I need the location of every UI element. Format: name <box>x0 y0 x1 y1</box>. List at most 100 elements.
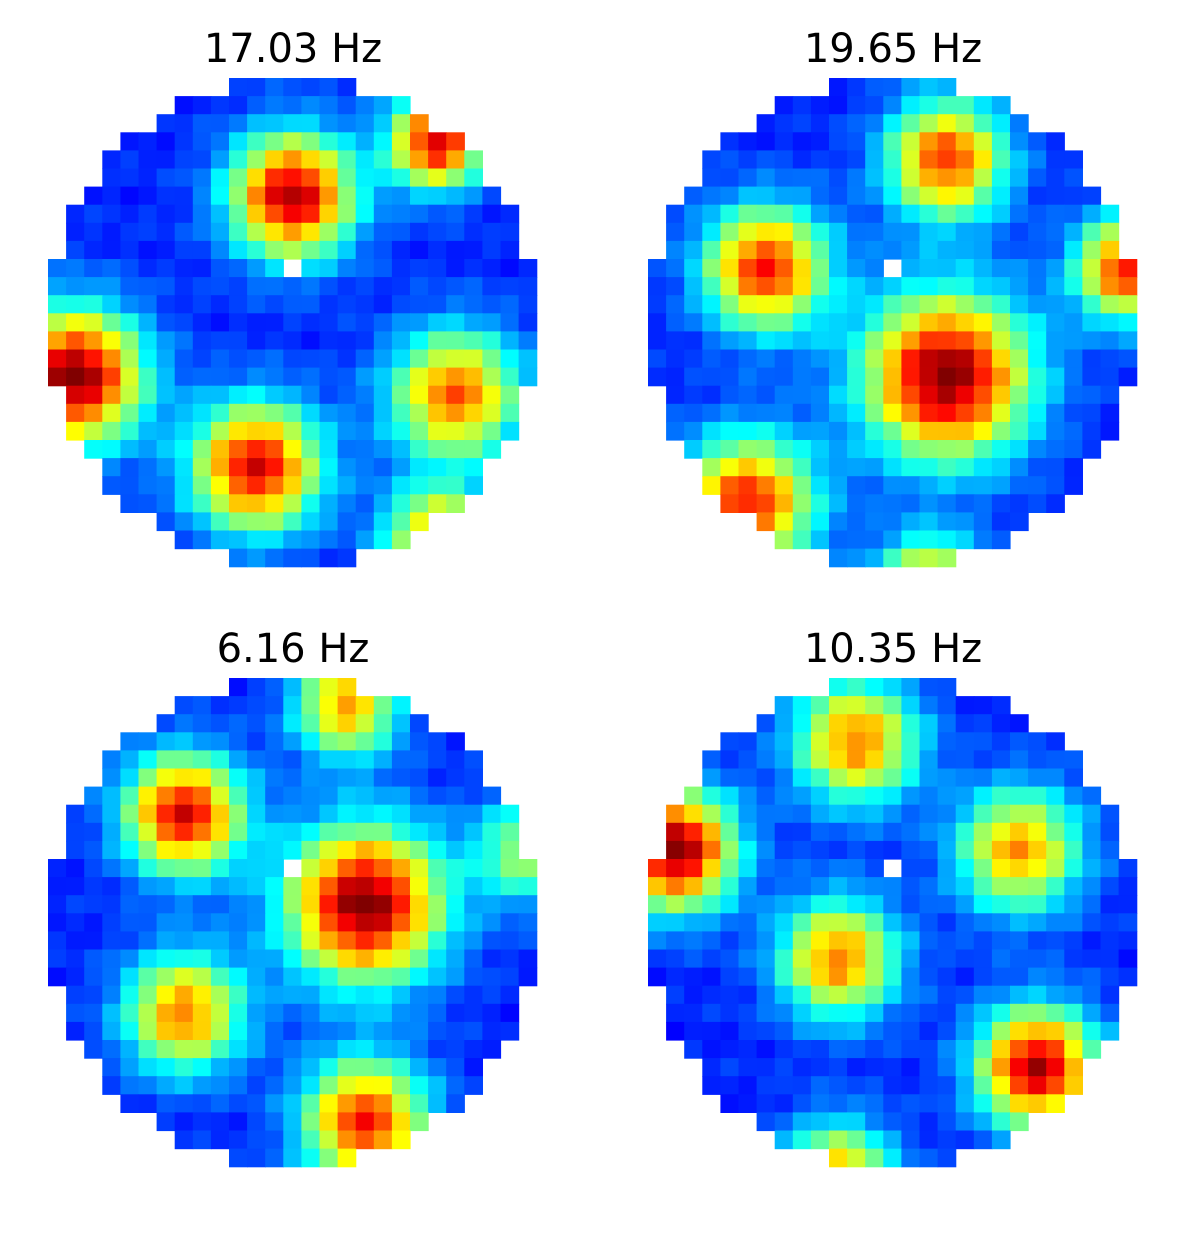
heatmap-cell <box>774 732 794 751</box>
heatmap-cell <box>391 1076 411 1095</box>
heatmap-cell <box>373 1003 393 1023</box>
heatmap-cell <box>810 240 830 260</box>
heatmap-cell <box>410 259 429 278</box>
heatmap-cell <box>192 931 212 951</box>
heatmap-cell <box>120 222 140 242</box>
heatmap-cell <box>464 385 483 405</box>
heatmap-cell <box>666 822 685 842</box>
heatmap-cell <box>666 840 685 860</box>
heatmap-cell <box>919 240 939 260</box>
heatmap-cell <box>174 1003 194 1023</box>
heatmap-cell <box>247 1094 266 1113</box>
heatmap-cell <box>738 1058 758 1077</box>
heatmap-cell <box>138 840 158 860</box>
heatmap-cell <box>247 240 266 260</box>
heatmap-cell <box>792 331 812 351</box>
heatmap-cell <box>283 403 302 423</box>
heatmap-cell <box>810 476 830 495</box>
heatmap-cell <box>229 222 248 242</box>
heatmap-cell <box>373 259 393 278</box>
heatmap-cell <box>283 732 302 751</box>
heatmap-cell <box>973 1112 993 1132</box>
heatmap-cell <box>210 1003 230 1023</box>
heatmap-cell <box>937 768 957 788</box>
heatmap-cell <box>464 403 483 423</box>
heatmap-cell <box>174 967 194 987</box>
heatmap-cell <box>210 913 230 932</box>
heatmap-cell <box>774 768 794 788</box>
heatmap-cell <box>810 1003 830 1023</box>
heatmap-cell <box>464 840 483 860</box>
heatmap-cell <box>955 114 975 133</box>
heatmap-cell <box>756 259 776 278</box>
heatmap-cell <box>829 1021 848 1041</box>
heatmap-cell <box>66 403 85 423</box>
heatmap-cell <box>901 222 921 242</box>
heatmap-cell <box>265 822 284 842</box>
heatmap-cell <box>319 240 339 260</box>
heatmap-cell <box>1046 331 1065 351</box>
heatmap-cell <box>84 367 103 387</box>
heatmap-cell <box>192 967 212 987</box>
heatmap-cell <box>156 822 176 842</box>
heatmap-cell <box>355 114 375 133</box>
heatmap-cell <box>973 240 993 260</box>
heatmap-cell <box>702 421 721 441</box>
heatmap-cell <box>883 967 902 987</box>
heatmap-cell <box>66 859 85 878</box>
heatmap-cell <box>702 895 721 914</box>
heatmap-cell <box>229 750 248 770</box>
heatmap-cell <box>229 440 248 459</box>
heatmap-cell <box>756 1021 776 1041</box>
heatmap-cell <box>1028 895 1047 914</box>
heatmap-cell <box>265 1112 284 1132</box>
heatmap-cell <box>1028 476 1047 495</box>
heatmap-cell <box>210 931 230 951</box>
heatmap-cell <box>1082 931 1102 951</box>
heatmap-cell <box>247 277 266 296</box>
heatmap-cell <box>319 548 339 568</box>
heatmap-cell <box>283 458 302 477</box>
heatmap-cell <box>901 804 921 824</box>
heatmap-cell <box>919 859 939 878</box>
heatmap-cell <box>464 476 483 495</box>
heatmap-cell <box>919 96 939 115</box>
heatmap-cell <box>500 313 520 332</box>
heatmap-cell <box>66 840 85 860</box>
heatmap-cell <box>120 1040 140 1059</box>
heatmap-cell <box>1118 295 1138 314</box>
heatmap-cell <box>720 967 740 987</box>
heatmap-cell <box>66 240 85 260</box>
heatmap-cell <box>829 132 848 151</box>
heatmap-cell <box>1118 949 1138 969</box>
heatmap-cell <box>373 840 393 860</box>
heatmap-cell <box>120 931 140 951</box>
heatmap-cell <box>955 168 975 188</box>
heatmap-cell <box>120 421 140 441</box>
heatmap-cell <box>410 895 429 914</box>
heatmap-cell <box>156 949 176 969</box>
heatmap-cell <box>810 822 830 842</box>
heatmap-cell <box>229 331 248 351</box>
heatmap-cell <box>991 476 1011 495</box>
heatmap-cell <box>792 476 812 495</box>
heatmap-cell <box>1028 331 1047 351</box>
heatmap-cell <box>120 750 140 770</box>
heatmap-cell <box>648 367 667 387</box>
heatmap-cell <box>937 732 957 751</box>
heatmap-cell <box>1064 750 1083 770</box>
heatmap-cell <box>192 132 212 151</box>
heatmap-cell <box>919 1003 939 1023</box>
heatmap-cell <box>247 877 266 896</box>
heatmap-cell <box>774 530 794 550</box>
heatmap-cell <box>428 1076 447 1095</box>
heatmap-cell <box>684 186 703 206</box>
heatmap-cell <box>1082 277 1102 296</box>
heatmap-cell <box>446 367 465 387</box>
heatmap-cell <box>702 859 721 878</box>
heatmap-cell <box>756 822 776 842</box>
heatmap-cell <box>428 804 447 824</box>
heatmap-cell <box>792 512 812 532</box>
heatmap-cell <box>829 494 848 513</box>
heatmap-cell <box>1100 204 1120 224</box>
